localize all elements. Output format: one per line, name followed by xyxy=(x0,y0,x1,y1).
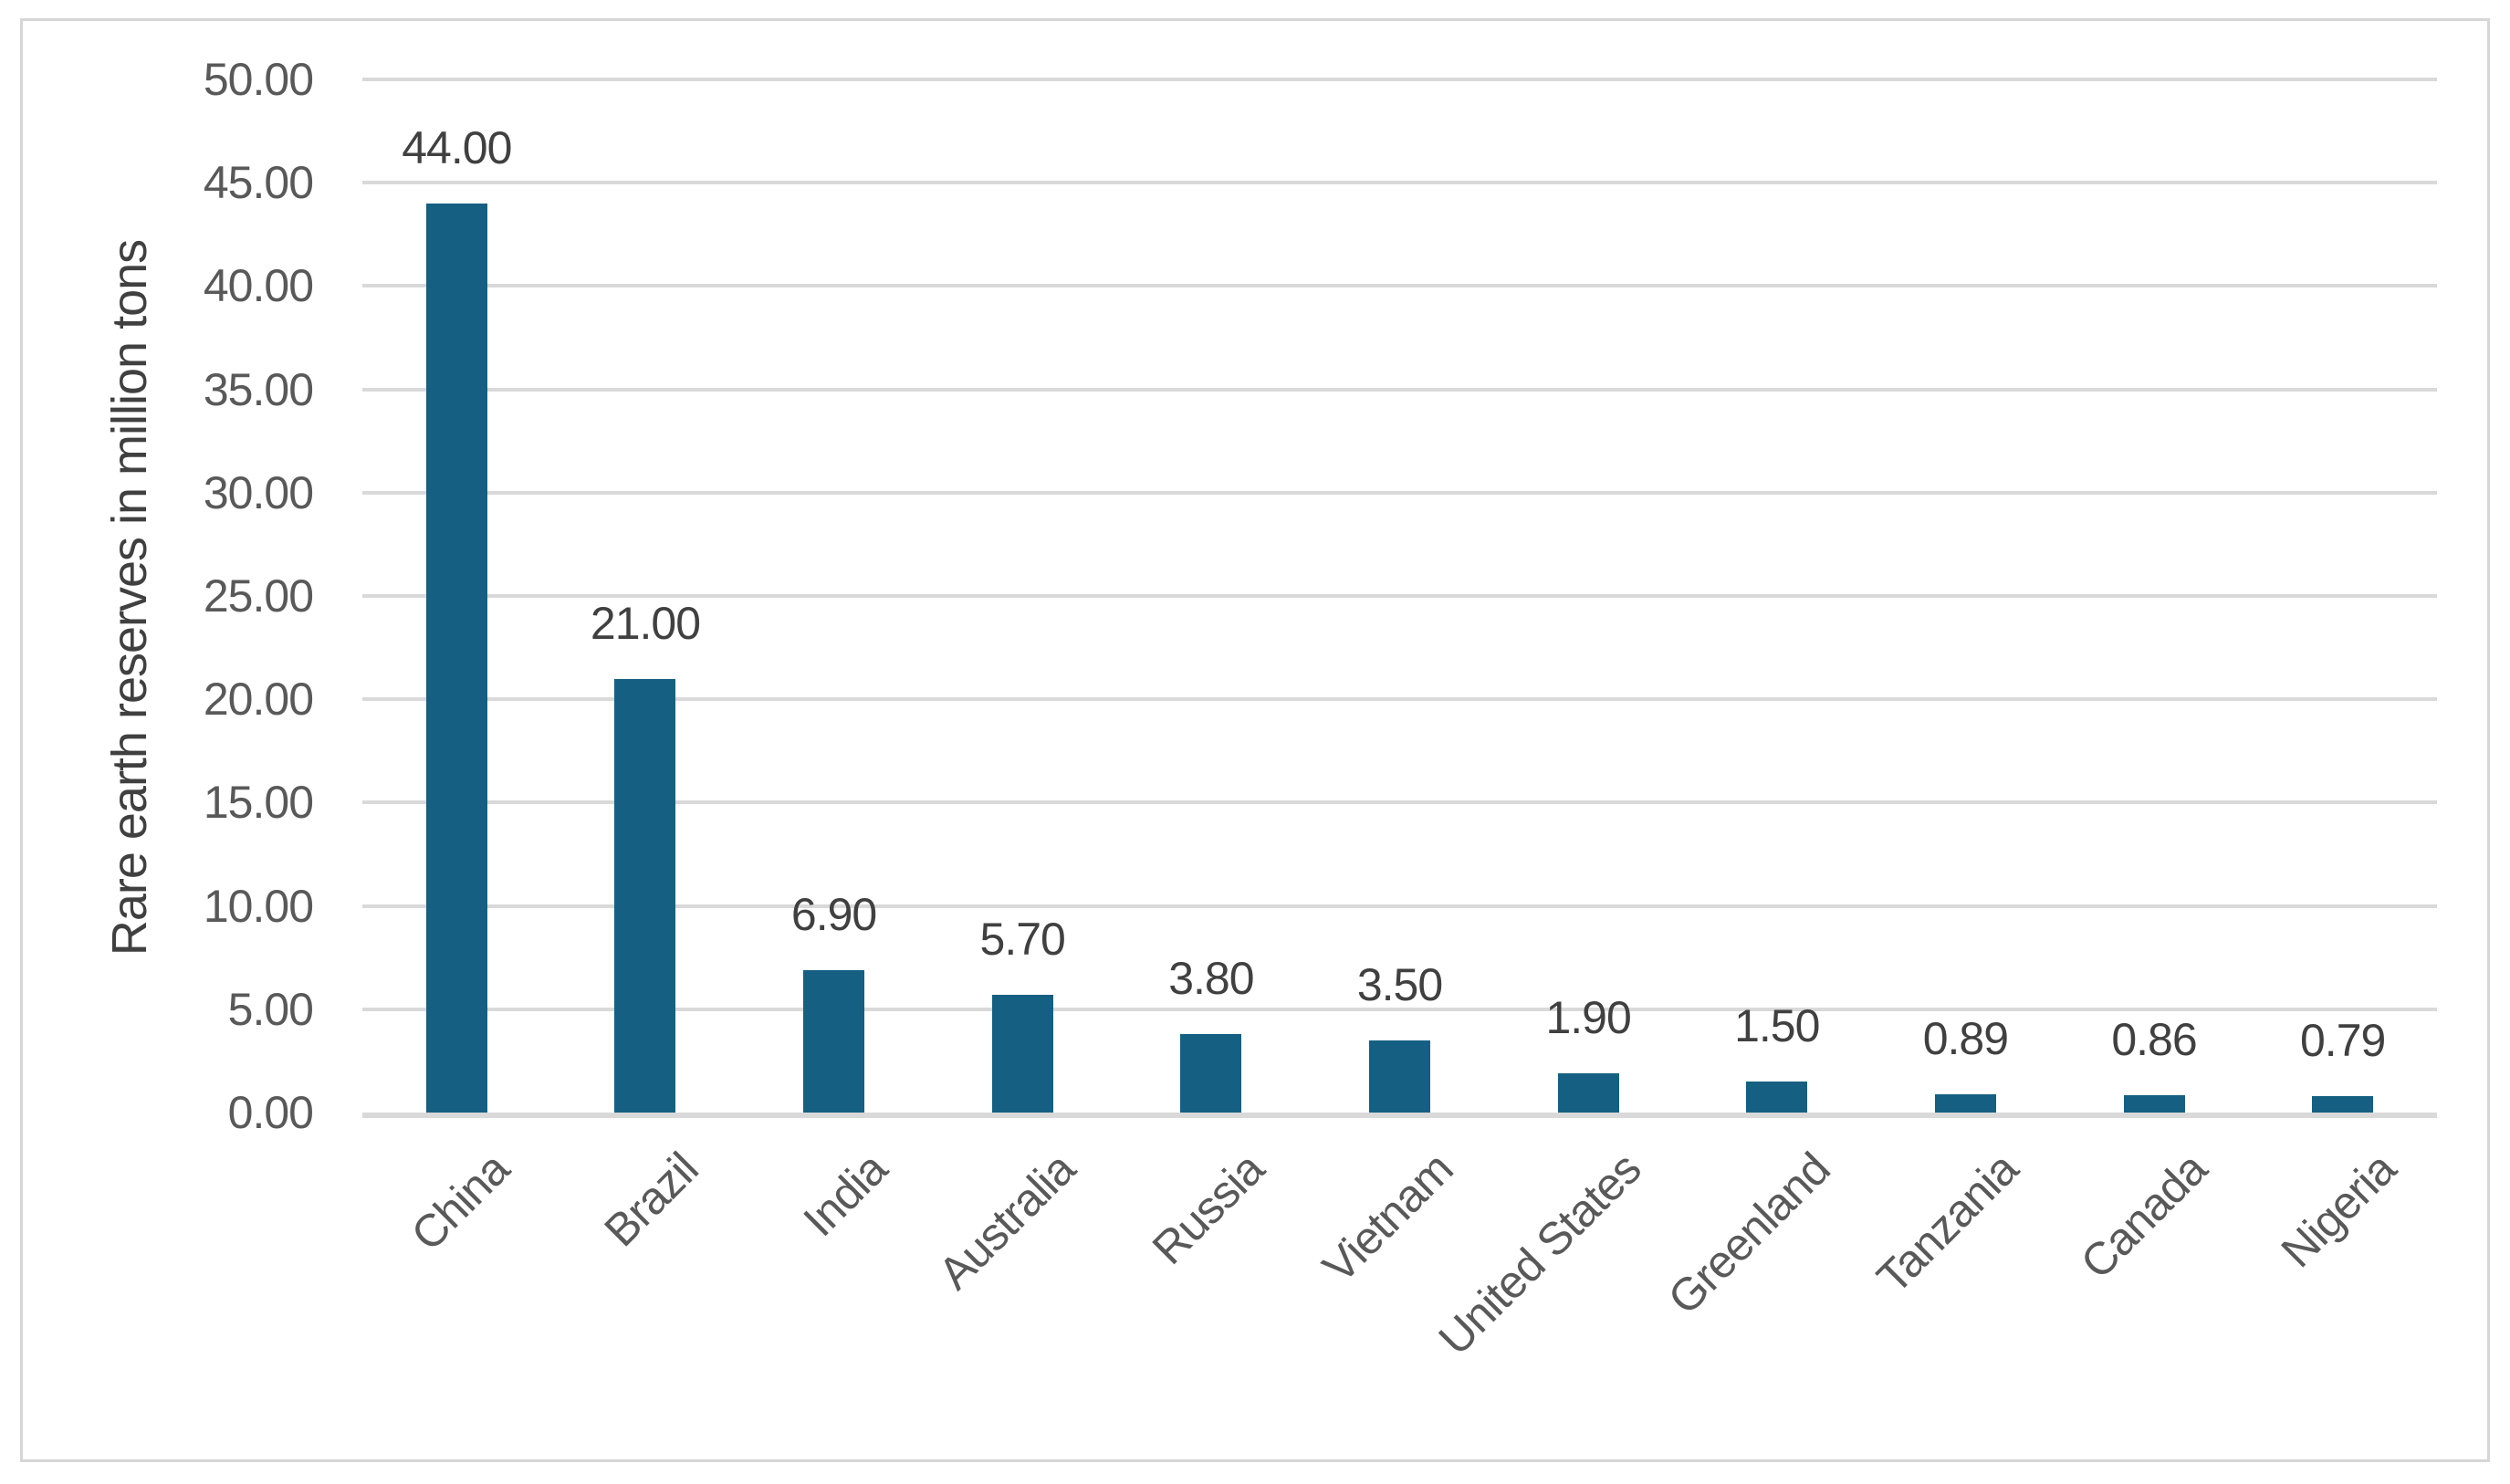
category-label-russia: Russia xyxy=(1142,1143,1274,1275)
y-tick-label: 35.00 xyxy=(203,363,314,415)
y-tick-label: 30.00 xyxy=(203,466,314,518)
bar-united-states xyxy=(1557,1073,1619,1113)
bar-value-label-australia: 5.70 xyxy=(979,914,1066,965)
bar-value-label-india: 6.90 xyxy=(790,889,877,940)
bar-russia xyxy=(1180,1034,1242,1113)
y-tick-label: 20.00 xyxy=(203,674,314,726)
gridline xyxy=(362,284,2437,288)
bar-canada xyxy=(2123,1095,2185,1113)
x-axis-line xyxy=(362,1113,2437,1118)
bar-greenland xyxy=(1746,1082,1808,1113)
bar-value-label-canada: 0.86 xyxy=(2111,1014,2197,1065)
y-tick-label: 45.00 xyxy=(203,157,314,209)
category-label-india: India xyxy=(793,1143,896,1247)
category-label-china: China xyxy=(402,1143,519,1261)
gridline xyxy=(362,490,2437,495)
category-label-tanzania: Tanzania xyxy=(1867,1143,2028,1304)
gridline xyxy=(362,697,2437,702)
bar-value-label-russia: 3.80 xyxy=(1168,953,1254,1004)
gridline xyxy=(362,181,2437,185)
bar-china xyxy=(425,204,487,1113)
bar-value-label-nigeria: 0.79 xyxy=(2300,1015,2386,1066)
category-label-australia: Australia xyxy=(928,1143,1085,1300)
gridline xyxy=(362,387,2437,392)
bar-value-label-tanzania: 0.89 xyxy=(1922,1013,2009,1064)
bar-india xyxy=(803,970,865,1113)
bar-australia xyxy=(991,995,1053,1113)
gridline xyxy=(362,1007,2437,1011)
y-tick-label: 50.00 xyxy=(203,54,314,105)
bar-tanzania xyxy=(1934,1094,1996,1113)
gridline xyxy=(362,594,2437,598)
bar-value-label-vietnam: 3.50 xyxy=(1356,959,1443,1010)
category-label-united-states: United States xyxy=(1428,1143,1651,1365)
y-tick-label: 5.00 xyxy=(227,983,314,1035)
bar-vietnam xyxy=(1369,1040,1430,1113)
bar-value-label-greenland: 1.50 xyxy=(1734,1000,1820,1051)
gridline xyxy=(362,904,2437,908)
bar-value-label-brazil: 21.00 xyxy=(590,598,701,649)
bar-value-label-china: 44.00 xyxy=(402,122,512,173)
bar-brazil xyxy=(614,679,676,1113)
y-tick-label: 40.00 xyxy=(203,260,314,312)
category-label-vietnam: Vietnam xyxy=(1312,1143,1462,1293)
category-label-greenland: Greenland xyxy=(1658,1143,1839,1324)
y-tick-label: 10.00 xyxy=(203,880,314,932)
category-label-brazil: Brazil xyxy=(594,1143,708,1257)
gridline xyxy=(362,78,2437,81)
gridline xyxy=(362,800,2437,805)
bar-value-label-united-states: 1.90 xyxy=(1545,992,1631,1043)
bar-nigeria xyxy=(2312,1096,2374,1113)
y-tick-label: 0.00 xyxy=(227,1087,314,1138)
y-tick-label: 15.00 xyxy=(203,777,314,829)
category-label-nigeria: Nigeria xyxy=(2271,1143,2405,1278)
y-tick-label: 25.00 xyxy=(203,570,314,622)
category-label-canada: Canada xyxy=(2071,1143,2217,1289)
